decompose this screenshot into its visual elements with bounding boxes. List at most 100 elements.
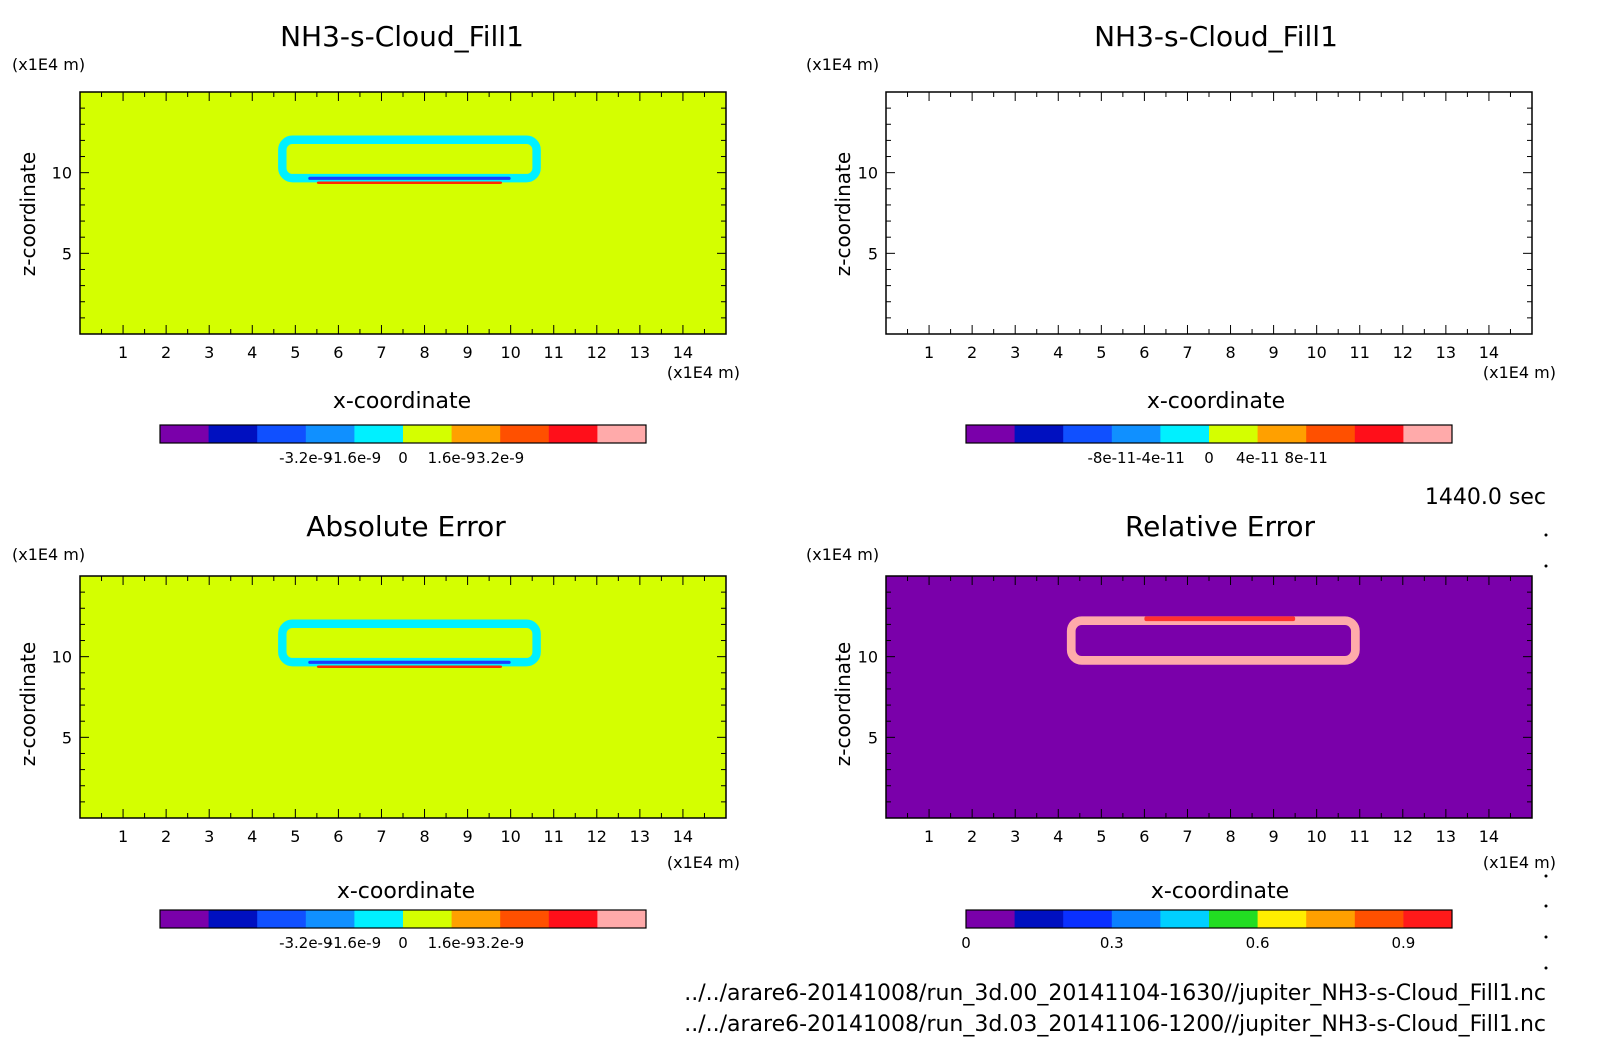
colorbar-tick-label: 0.3 [1100, 934, 1124, 952]
colorbar-tick-label: 0 [398, 449, 408, 467]
y-unit-label: (x1E4 m) [12, 545, 85, 564]
edge-dot [1544, 935, 1548, 939]
colorbar-cell [354, 425, 404, 443]
colorbar-cell [1063, 910, 1113, 928]
colorbar-cell [257, 910, 307, 928]
x-unit-label: (x1E4 m) [667, 363, 740, 382]
colorbar-frame [965, 424, 1453, 444]
x-tick-label: 5 [1096, 827, 1106, 846]
x-tick-label: 14 [673, 827, 693, 846]
y-tick-label: 5 [868, 244, 878, 263]
colorbar-cell [1403, 425, 1453, 443]
x-tick-label: 1 [924, 827, 934, 846]
heatmap-area [885, 91, 1533, 335]
colorbar-cell [597, 425, 647, 443]
colorbar-cell [1209, 425, 1259, 443]
colorbar-cell [451, 425, 501, 443]
x-tick-label: 8 [1225, 343, 1235, 362]
y-unit-label: (x1E4 m) [806, 545, 879, 564]
y-tick-label: 10 [858, 648, 878, 667]
x-tick-label: 13 [1436, 343, 1456, 362]
panel-title: Absolute Error [306, 510, 506, 543]
colorbar-tick-label: -1.6e-9 [328, 449, 381, 467]
panel-title: Relative Error [1125, 510, 1316, 543]
x-tick-label: 8 [419, 343, 429, 362]
x-axis-label: x-coordinate [1151, 879, 1289, 904]
colorbar-cell [1111, 910, 1161, 928]
colorbar-tick-label: -8e-11 [1087, 449, 1136, 467]
y-unit-label: (x1E4 m) [12, 55, 85, 74]
x-tick-label: 14 [1479, 343, 1499, 362]
x-tick-label: 7 [376, 827, 386, 846]
x-tick-label: 10 [1306, 827, 1326, 846]
colorbar-tick-label: -1.6e-9 [328, 934, 381, 952]
colorbar-tick-label: 1.6e-9 [428, 449, 476, 467]
colorbar: -3.2e-9-1.6e-9 0 1.6e-9 3.2e-9 [159, 424, 647, 467]
colorbar-tick-label: 0.6 [1246, 934, 1270, 952]
x-tick-label: 2 [161, 827, 171, 846]
colorbar-frame [159, 424, 647, 444]
colorbar-cell [1160, 425, 1210, 443]
x-tick-label: 10 [500, 827, 520, 846]
x-unit-label: (x1E4 m) [667, 853, 740, 872]
panel-top-left: NH3-s-Cloud_Fill1 (x1E4 m) (x1E4 m) x-co… [12, 20, 740, 467]
x-tick-label: 3 [1010, 827, 1020, 846]
cloud-band [308, 660, 511, 664]
y-tick-label: 5 [62, 728, 72, 747]
colorbar-cell [451, 910, 501, 928]
colorbar-cell [1306, 910, 1356, 928]
colorbar-cell [403, 910, 453, 928]
colorbar-tick-label: 0 [961, 934, 971, 952]
colorbar-frame [159, 909, 647, 929]
x-tick-label: 5 [290, 827, 300, 846]
colorbar-cell [597, 910, 647, 928]
y-axis-label: z-coordinate [16, 152, 40, 276]
edge-dot [1544, 564, 1548, 568]
colorbar-cell [1160, 910, 1210, 928]
x-unit-label: (x1E4 m) [1483, 363, 1556, 382]
panel-title: NH3-s-Cloud_Fill1 [280, 20, 524, 53]
colorbar-cell [208, 910, 258, 928]
x-tick-label: 9 [1269, 827, 1279, 846]
x-tick-label: 13 [1436, 827, 1456, 846]
colorbar-cell [257, 425, 307, 443]
colorbar-cell [208, 425, 258, 443]
colorbar-tick-label: 3.2e-9 [476, 934, 524, 952]
colorbar: -8e-11 -4e-11 0 4e-11 8e-11 [965, 424, 1453, 467]
x-tick-label: 3 [1010, 343, 1020, 362]
colorbar-cell [1014, 910, 1064, 928]
x-tick-label: 1 [924, 343, 934, 362]
x-tick-label: 12 [587, 343, 607, 362]
x-tick-label: 13 [630, 827, 650, 846]
x-tick-label: 1 [118, 827, 128, 846]
y-tick-label: 10 [858, 164, 878, 183]
edge-dot [1544, 904, 1548, 908]
x-tick-label: 9 [463, 827, 473, 846]
x-tick-label: 5 [290, 343, 300, 362]
colorbar-cell [1209, 910, 1259, 928]
heatmap-background [886, 576, 1532, 818]
panel-bottom-right: Relative Error (x1E4 m) (x1E4 m) x-coord… [806, 510, 1556, 952]
y-axis-label: z-coordinate [831, 642, 855, 766]
x-tick-label: 13 [630, 343, 650, 362]
edge-dot [1544, 966, 1548, 970]
y-axis-label: z-coordinate [16, 642, 40, 766]
time-label: 1440.0 sec [1425, 485, 1546, 510]
colorbar-cell [1257, 910, 1307, 928]
edge-dot [1544, 874, 1548, 878]
x-tick-label: 2 [967, 343, 977, 362]
colorbar-tick-label: -3.2e-9 [279, 449, 332, 467]
colorbar-tick-label: 1.6e-9 [428, 934, 476, 952]
colorbar-frame [965, 909, 1453, 929]
cloud-band [316, 181, 503, 184]
colorbar-cell [1354, 425, 1404, 443]
x-tick-label: 2 [161, 343, 171, 362]
colorbar-tick-label: 3.2e-9 [476, 449, 524, 467]
panel-top-right: NH3-s-Cloud_Fill1 (x1E4 m) (x1E4 m) x-co… [806, 20, 1556, 467]
colorbar-cell [1014, 425, 1064, 443]
